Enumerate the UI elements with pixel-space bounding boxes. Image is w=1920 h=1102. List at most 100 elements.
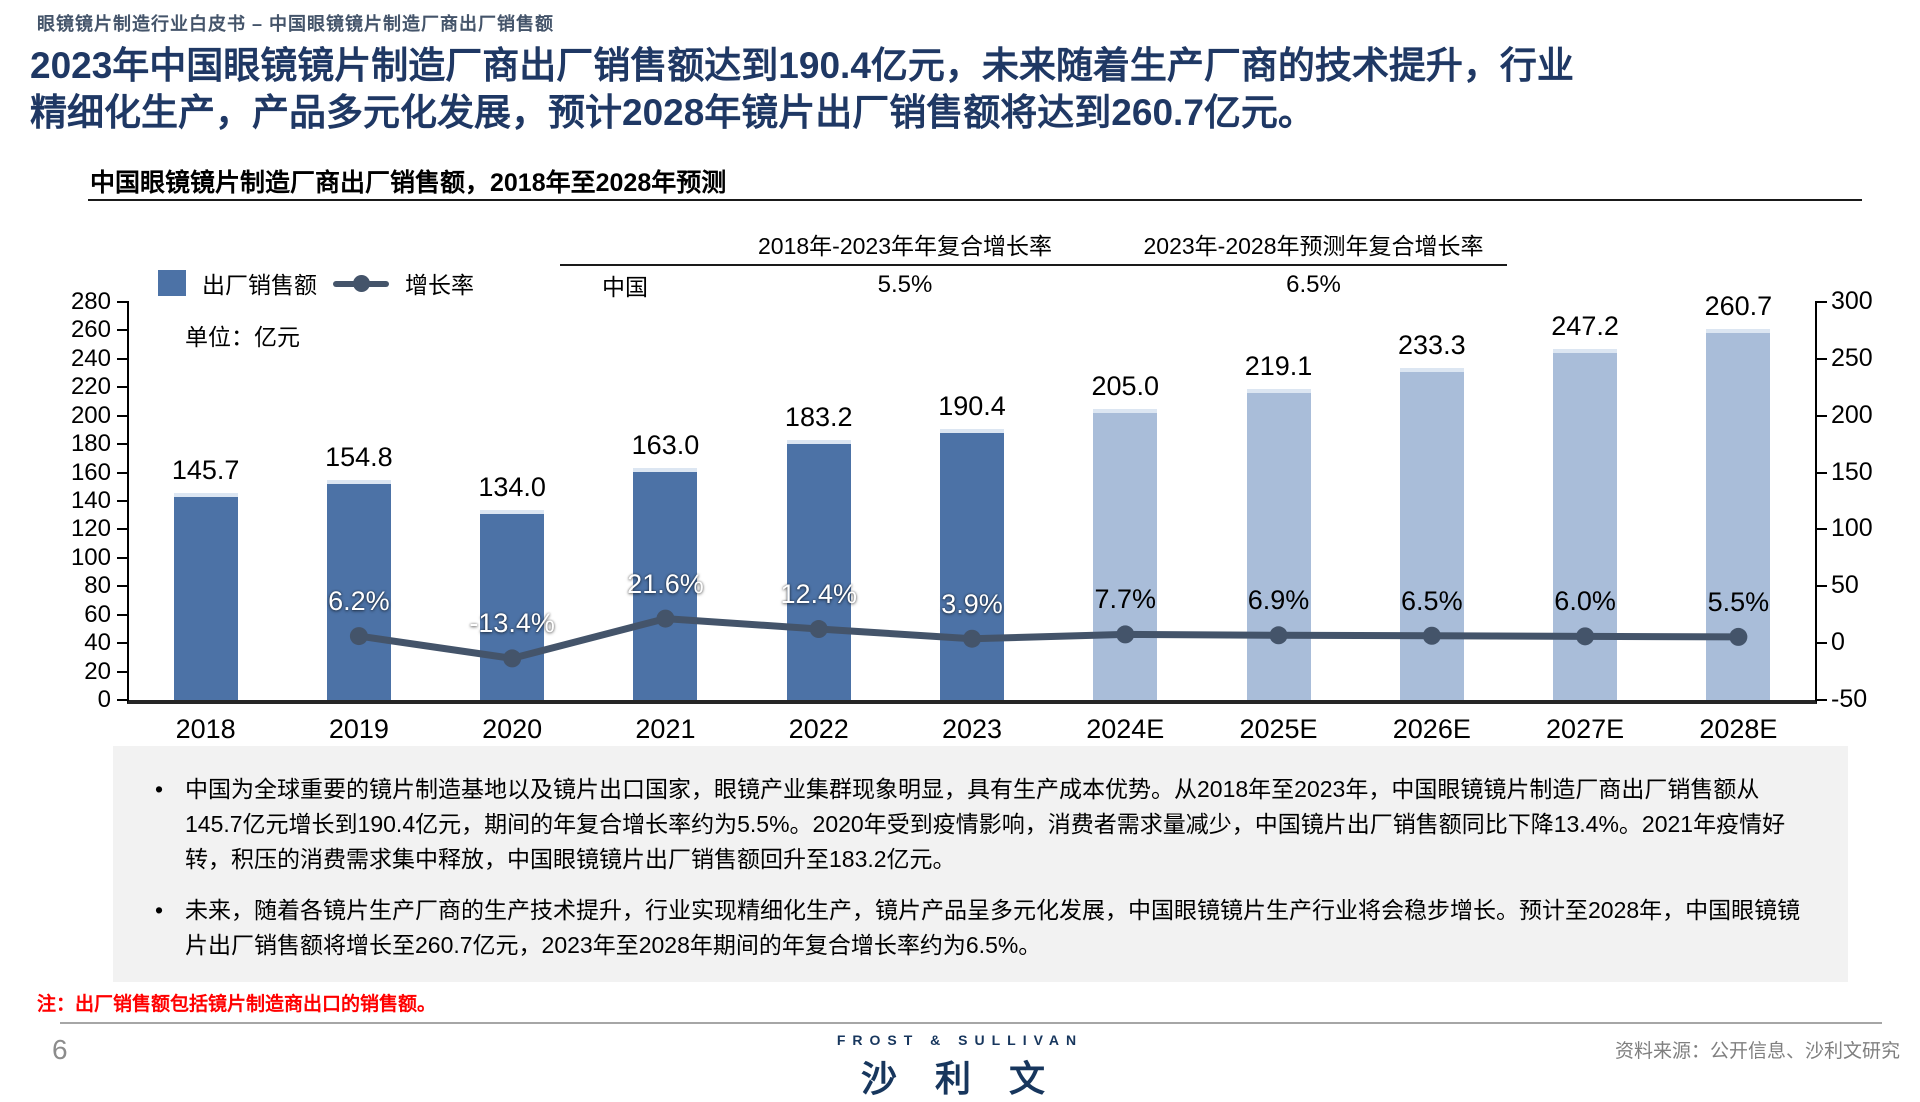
bar-value-label: 134.0 bbox=[478, 471, 546, 502]
growth-line-chart bbox=[349, 609, 1748, 668]
x-axis-label-2023: 2023 bbox=[941, 714, 1003, 744]
page-header: 眼镜镜片制造行业白皮书 – 中国眼镜镜片制造厂商出厂销售额 bbox=[37, 14, 555, 34]
right-axis-tickmark bbox=[1815, 642, 1827, 645]
right-axis-tickmark bbox=[1815, 528, 1827, 531]
left-axis-tickmark bbox=[117, 585, 129, 588]
x-axis-label-2018: 2018 bbox=[175, 714, 236, 744]
growth-label-2024E: 7.7% bbox=[1094, 584, 1157, 615]
left-axis-tickmark bbox=[117, 556, 129, 559]
bar-2022 bbox=[786, 439, 851, 700]
x-axis-label-2024E: 2024E bbox=[1086, 714, 1165, 744]
right-axis-tickmark bbox=[1815, 699, 1827, 701]
x-axis-label-2028E: 2028E bbox=[1699, 714, 1778, 744]
page-number: 6 bbox=[52, 1034, 68, 1065]
bar-value-label: 183.2 bbox=[784, 401, 853, 432]
left-axis-tick-label: 60 bbox=[84, 600, 111, 628]
left-axis-tickmark bbox=[117, 699, 129, 701]
cagr-divider bbox=[560, 264, 1507, 266]
legend-bar-swatch bbox=[158, 270, 186, 296]
bullet-item-2: • 未来，随着各镜片生产厂商的生产技术提升，行业实现精细化生产，镜片产品呈多元化发… bbox=[155, 893, 1810, 963]
legend-bar-label: 出厂销售额 bbox=[202, 272, 317, 298]
x-axis-label-2019: 2019 bbox=[328, 714, 389, 744]
bullet-item-1: • 中国为全球重要的镜片制造基地以及镜片出口国家，眼镜产业集群现象明显，具有生产成… bbox=[155, 772, 1810, 877]
x-axis-label-2022: 2022 bbox=[788, 714, 849, 744]
left-axis-tick-label: 280 bbox=[70, 288, 111, 315]
right-axis-tick-label: 100 bbox=[1831, 514, 1873, 543]
left-axis-tick-label: 100 bbox=[70, 543, 111, 571]
bar-2023 bbox=[940, 429, 1004, 700]
source-attribution: 资料来源：公开信息、沙利文研究 bbox=[1614, 1041, 1900, 1062]
left-axis-tick-label: 160 bbox=[70, 458, 111, 486]
bar-2025E bbox=[1246, 388, 1311, 700]
left-axis-tick-label: 260 bbox=[70, 316, 111, 344]
chart-title: 中国眼镜镜片制造厂商出厂销售额，2018年至2028年预测 bbox=[90, 169, 727, 197]
growth-line-marker bbox=[349, 627, 368, 646]
growth-line-marker bbox=[1422, 626, 1441, 645]
right-axis-tick-label: 300 bbox=[1831, 287, 1873, 315]
left-axis-tick-label: 80 bbox=[84, 572, 111, 600]
left-axis-tickmark bbox=[117, 329, 129, 332]
bar-2018 bbox=[173, 492, 238, 700]
growth-label-2028E: 5.5% bbox=[1707, 586, 1770, 617]
growth-line-marker bbox=[1576, 627, 1595, 646]
x-axis-label-2020: 2020 bbox=[482, 714, 543, 744]
cagr-value-2023-2028: 6.5% bbox=[1286, 271, 1341, 298]
bar-2020 bbox=[480, 509, 545, 700]
growth-label-2020: -13.4% bbox=[469, 608, 555, 639]
commentary-box: • 中国为全球重要的镜片制造基地以及镜片出口国家，眼镜产业集群现象明显，具有生产成… bbox=[113, 746, 1848, 982]
right-axis-tick-label: 250 bbox=[1831, 343, 1873, 372]
left-axis-tickmark bbox=[117, 613, 129, 616]
x-axis-label-2026E: 2026E bbox=[1392, 714, 1471, 744]
right-axis-tick-label: 200 bbox=[1831, 400, 1873, 429]
bar-2019 bbox=[326, 479, 391, 700]
bullet-text: 未来，随着各镜片生产厂商的生产技术提升，行业实现精细化生产，镜片产品呈多元化发展… bbox=[185, 896, 1801, 958]
cagr-header-2018-2023: 2018年-2023年年复合增长率 bbox=[758, 233, 1052, 259]
left-axis-tick-label: 140 bbox=[70, 487, 111, 514]
growth-label-2026E: 6.5% bbox=[1401, 585, 1463, 616]
growth-line-marker bbox=[503, 649, 522, 668]
bar-value-label: 205.0 bbox=[1091, 370, 1160, 401]
right-axis-tickmark bbox=[1815, 357, 1827, 360]
right-axis-tickmark bbox=[1815, 414, 1827, 417]
left-axis-tickmark bbox=[117, 357, 129, 360]
cagr-row-label: 中国 bbox=[602, 274, 648, 300]
left-axis-tick-label: 220 bbox=[70, 373, 111, 401]
bullet-marker: • bbox=[155, 896, 164, 923]
bar-value-label: 233.3 bbox=[1398, 330, 1466, 361]
left-axis-tickmark bbox=[117, 670, 129, 673]
cagr-header-row: 2018年-2023年年复合增长率 2023年-2028年预测年复合增长率 bbox=[560, 227, 1507, 261]
page-title: 2023年中国眼镜镜片制造厂商出厂销售额达到190.4亿元，未来随着生产厂商的技… bbox=[30, 45, 1574, 134]
cagr-value-2018-2023: 5.5% bbox=[877, 271, 933, 298]
bar-value-label: 190.4 bbox=[938, 391, 1006, 422]
x-axis-label-2025E: 2025E bbox=[1239, 714, 1318, 744]
right-axis-tickmark bbox=[1815, 471, 1827, 474]
growth-line bbox=[355, 615, 1742, 662]
growth-label-2023: 3.9% bbox=[941, 588, 1003, 619]
right-axis-tick-label: 50 bbox=[1831, 571, 1859, 600]
left-axis-tickmark bbox=[117, 471, 129, 474]
x-axis-label-2027E: 2027E bbox=[1546, 714, 1625, 744]
left-axis-tick-label: 200 bbox=[70, 401, 111, 429]
left-axis-tick-label: 180 bbox=[70, 430, 111, 458]
x-axis-label-2021: 2021 bbox=[635, 714, 696, 744]
bar-value-label: 163.0 bbox=[631, 430, 700, 461]
growth-label-2021: 21.6% bbox=[627, 568, 704, 599]
right-axis-tick-label: 150 bbox=[1831, 457, 1873, 486]
growth-line-marker bbox=[1729, 627, 1748, 646]
chart-legend: 出厂销售额 增长率 bbox=[158, 266, 474, 300]
left-axis-tick-label: 0 bbox=[97, 686, 111, 713]
left-axis-tickmark bbox=[117, 500, 129, 502]
bar-value-label: 154.8 bbox=[325, 441, 393, 472]
footnote: 注：出厂销售额包括镜片制造商出口的销售额。 bbox=[37, 994, 437, 1015]
left-axis-tickmark bbox=[117, 414, 129, 417]
left-axis-tickmark bbox=[117, 301, 129, 303]
left-axis-tickmark bbox=[117, 386, 129, 389]
legend-line-icon bbox=[333, 270, 389, 296]
bullet-text: 中国为全球重要的镜片制造基地以及镜片出口国家，眼镜产业集群现象明显，具有生产成本… bbox=[185, 776, 1786, 872]
growth-label-2027E: 6.0% bbox=[1554, 586, 1616, 617]
right-axis-tickmark bbox=[1815, 301, 1827, 303]
left-axis-tickmark bbox=[117, 443, 129, 446]
bar-2021 bbox=[633, 468, 698, 700]
chart-title-rule bbox=[88, 199, 1862, 201]
left-axis-tickmark bbox=[117, 528, 129, 531]
